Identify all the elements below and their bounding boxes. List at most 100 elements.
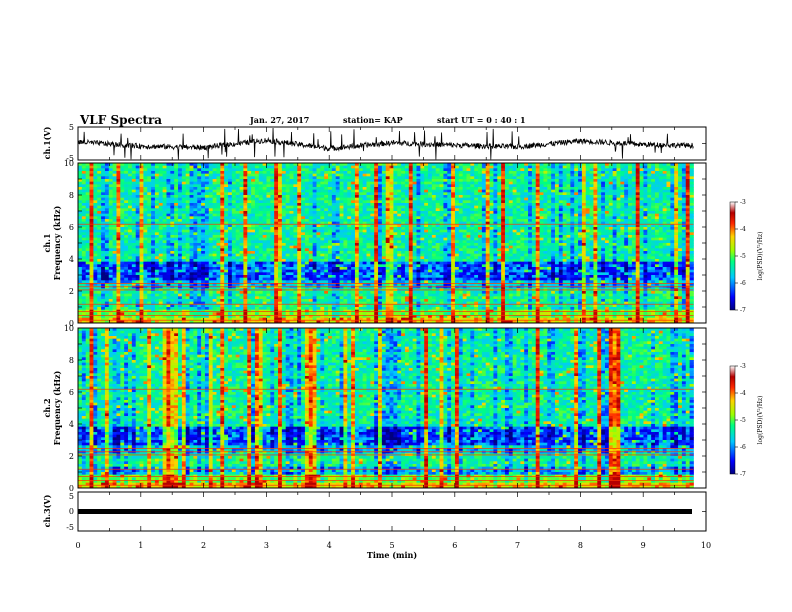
- spectrogram-cell: [220, 163, 225, 167]
- spectrogram-cell: [274, 192, 279, 196]
- spectrogram-cell: [243, 227, 248, 231]
- spectrogram-cell: [124, 221, 129, 225]
- spectrogram-cell: [274, 195, 279, 199]
- spectrogram-cell: [151, 181, 156, 185]
- spectrogram-cell: [170, 213, 175, 217]
- spectrogram-cell: [520, 219, 525, 223]
- spectrogram-cell: [293, 219, 298, 223]
- spectrogram-cell: [612, 240, 617, 244]
- spectrogram-cell: [520, 229, 525, 233]
- spectrogram-cell: [439, 184, 444, 188]
- spectrogram-cell: [578, 173, 583, 177]
- spectrogram-cell: [312, 219, 317, 223]
- spectrogram-cell: [681, 205, 687, 209]
- spectrogram-cell: [97, 197, 102, 201]
- spectrogram-cell: [516, 187, 521, 191]
- spectrogram-cell: [470, 219, 475, 223]
- spectrogram-cell: [478, 181, 483, 185]
- spectrogram-cell: [247, 205, 252, 209]
- spectrogram-cell: [416, 229, 421, 233]
- spectrogram-cell: [178, 165, 183, 169]
- spectrogram-cell: [362, 232, 367, 236]
- spectrogram-cell: [570, 227, 575, 231]
- spectrogram-cell: [266, 219, 271, 223]
- spectrogram-cell: [247, 237, 252, 241]
- spectrogram-cell: [524, 232, 529, 236]
- spectrogram-cell: [551, 187, 556, 191]
- spectrogram-cell: [401, 187, 406, 191]
- spectrogram-cell: [381, 187, 387, 191]
- spectrogram-cell: [454, 240, 460, 244]
- spectrogram-cell: [178, 171, 183, 175]
- spectrogram-cell: [585, 171, 590, 175]
- spectrogram-cell: [481, 219, 487, 223]
- spectrogram-cell: [578, 189, 583, 193]
- spectrogram-cell: [493, 211, 498, 215]
- spectrogram-cell: [166, 237, 171, 241]
- spectrogram-cell: [674, 171, 679, 175]
- spectrogram-cell: [231, 200, 237, 204]
- spectrogram-cell: [670, 224, 675, 228]
- spectrogram-cell: [508, 237, 514, 241]
- spectrogram-cell: [462, 189, 467, 193]
- spectrogram-cell: [351, 184, 356, 188]
- spectrogram-cell: [154, 227, 160, 231]
- spectrogram-cell: [501, 235, 506, 239]
- spectrogram-cell: [143, 229, 148, 233]
- spectrogram-cell: [220, 176, 225, 180]
- spectrogram-cell: [420, 237, 425, 241]
- spectrogram-cell: [531, 181, 537, 185]
- spectrogram-cell: [493, 163, 498, 167]
- spectrogram-cell: [474, 163, 479, 167]
- spectrogram-cell: [212, 219, 217, 223]
- spectrogram-cell: [616, 221, 621, 225]
- spectrogram-cell: [139, 216, 144, 220]
- spectrogram-cell: [447, 213, 452, 217]
- spectrogram-cell: [162, 195, 167, 199]
- spectrogram-cell: [101, 237, 106, 241]
- spectrogram-cell: [78, 235, 83, 239]
- spectrogram-cell: [458, 197, 464, 201]
- spectrogram-cell: [339, 219, 344, 223]
- spectrogram-cell: [539, 208, 544, 212]
- spectrogram-cell: [301, 221, 306, 225]
- spectrogram-cell: [166, 208, 171, 212]
- spectrogram-cell: [116, 192, 121, 196]
- spectrogram-cell: [243, 213, 248, 217]
- spectrogram-cell: [374, 221, 379, 225]
- spectrogram-cell: [247, 227, 252, 231]
- spectrogram-cell: [347, 192, 352, 196]
- spectrogram-cell: [462, 219, 467, 223]
- spectrogram-cell: [112, 179, 117, 183]
- spectrogram-cell: [581, 192, 587, 196]
- spectrogram-cell: [466, 208, 471, 212]
- spectrogram-cell: [393, 219, 398, 223]
- spectrogram-cell: [266, 184, 271, 188]
- spectrogram-cell: [639, 184, 644, 188]
- spectrogram-cell: [266, 237, 271, 241]
- spectrogram-cell: [266, 208, 271, 212]
- spectrogram-cell: [570, 213, 575, 217]
- spectrogram-cell: [320, 184, 325, 188]
- spectrogram-cell: [435, 168, 440, 172]
- spectrogram-cell: [93, 229, 98, 233]
- spectrogram-cell: [328, 205, 333, 209]
- spectrogram-cell: [639, 213, 644, 217]
- spectrogram-cell: [278, 189, 283, 193]
- spectrogram-cell: [343, 171, 348, 175]
- spectrogram-cell: [381, 213, 387, 217]
- spectrogram-cell: [666, 187, 671, 191]
- spectrogram-cell: [439, 195, 444, 199]
- spectrogram-cell: [681, 179, 687, 183]
- spectrogram-cell: [489, 211, 494, 215]
- spectrogram-cell: [412, 181, 417, 185]
- spectrogram-cell: [224, 240, 229, 244]
- spectrogram-cell: [501, 195, 506, 199]
- spectrogram-cell: [458, 211, 464, 215]
- spectrogram-cell: [154, 189, 160, 193]
- spectrogram-cell: [239, 184, 244, 188]
- spectrogram-cell: [447, 197, 452, 201]
- spectrogram-cell: [112, 203, 117, 207]
- spectrogram-cell: [454, 227, 460, 231]
- spectrogram-cell: [412, 219, 417, 223]
